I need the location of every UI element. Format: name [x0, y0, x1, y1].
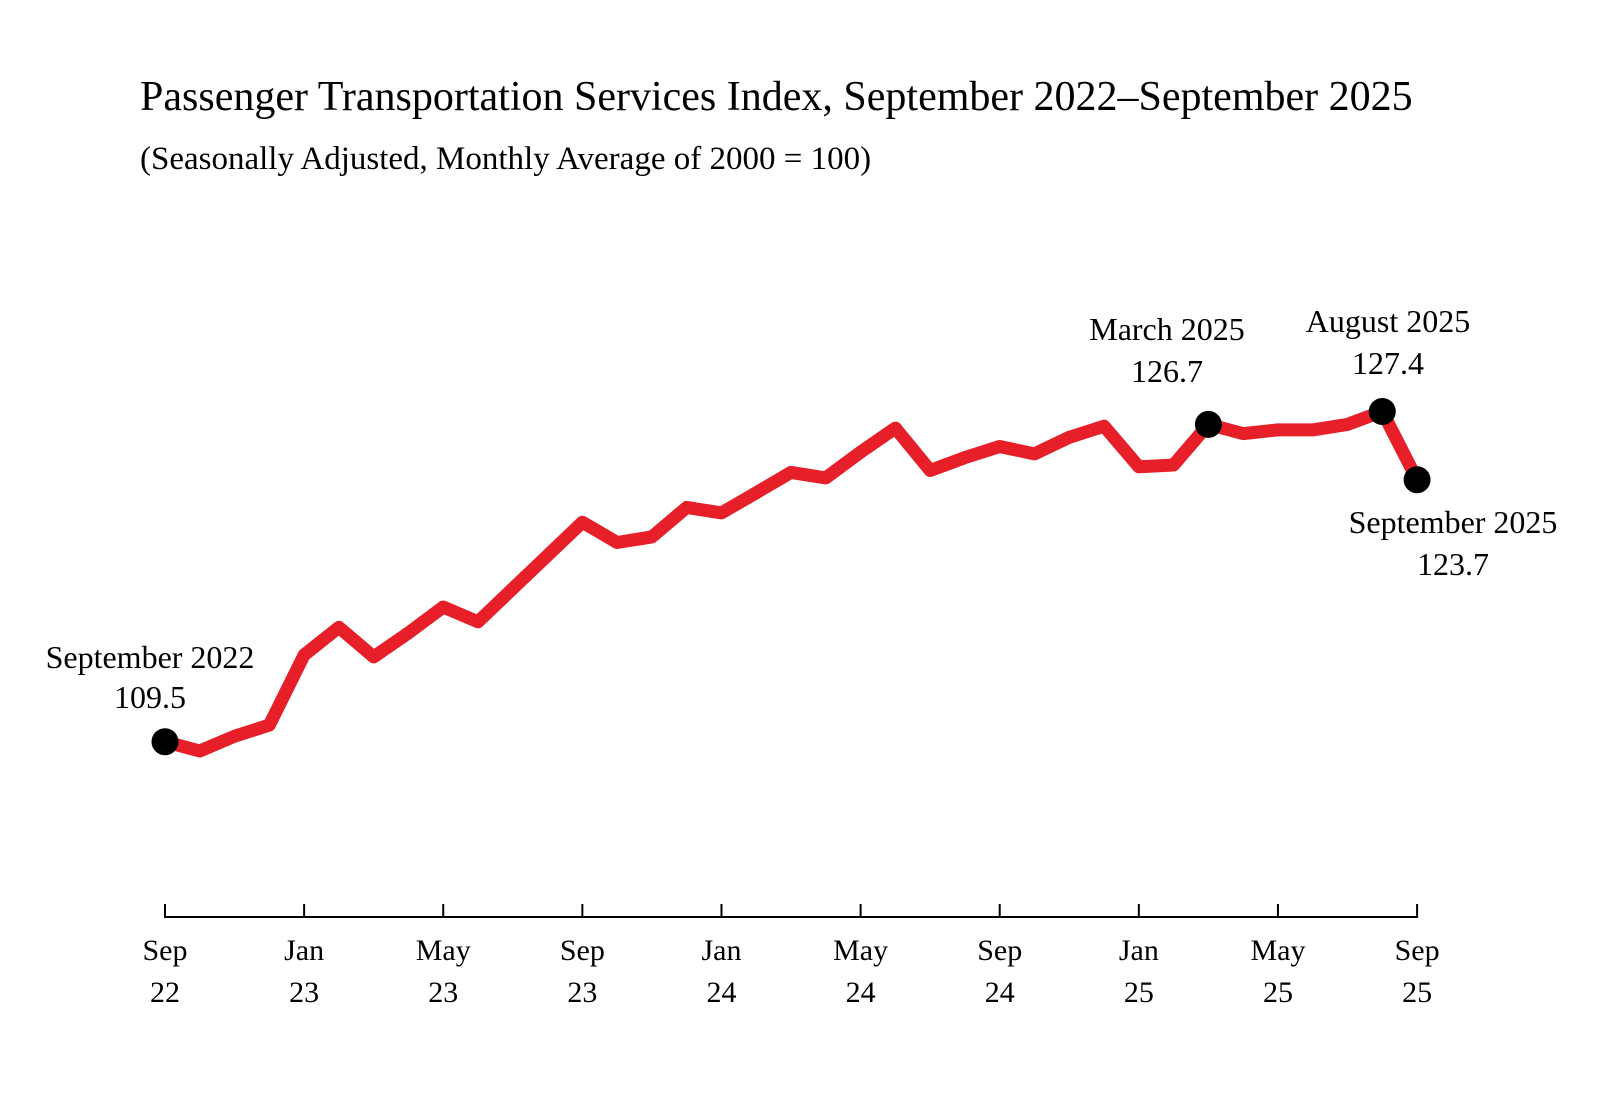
chart-subtitle: (Seasonally Adjusted, Monthly Average of…	[140, 141, 872, 177]
annotation-value-sep-2025: 123.7	[1417, 546, 1489, 582]
annotation-value-aug-2025: 127.4	[1352, 345, 1424, 381]
x-axis-tick-label-year-6: 24	[985, 976, 1015, 1009]
chart-title: Passenger Transportation Services Index,…	[140, 74, 1413, 120]
data-point-marker-sep-2025	[1403, 466, 1431, 494]
x-axis-tick-label-month-3: Sep	[560, 934, 605, 967]
x-axis-tick-label-month-0: Sep	[143, 934, 188, 967]
x-axis-tick-label-year-1: 23	[289, 976, 319, 1009]
annotation-label-sep-2022: September 2022	[46, 639, 255, 675]
x-axis-tick-label-year-8: 25	[1263, 976, 1293, 1009]
x-axis-tick-label-year-0: 22	[150, 976, 180, 1009]
x-axis-tick-label-year-7: 25	[1124, 976, 1154, 1009]
annotation-label-mar-2025: March 2025	[1089, 311, 1245, 347]
annotation-value-sep-2022: 109.5	[114, 679, 186, 715]
x-axis-tick-label-month-6: Sep	[977, 934, 1022, 967]
annotation-label-sep-2025: September 2025	[1349, 504, 1558, 540]
x-axis-tick-label-month-9: Sep	[1395, 934, 1440, 967]
x-axis-tick-label-year-3: 23	[567, 976, 597, 1009]
x-axis-tick-label-year-2: 23	[428, 976, 458, 1009]
data-point-marker-sep-2022	[151, 728, 179, 756]
data-point-marker-mar-2025	[1194, 410, 1222, 438]
data-point-marker-aug-2025	[1368, 397, 1396, 425]
x-axis-tick-label-month-4: Jan	[701, 934, 741, 967]
x-axis-tick-label-year-9: 25	[1402, 976, 1432, 1009]
x-axis-tick-label-year-4: 24	[706, 976, 736, 1009]
x-axis-tick-label-month-8: May	[1250, 934, 1305, 967]
x-axis-tick-label-month-7: Jan	[1119, 934, 1159, 967]
annotation-value-mar-2025: 126.7	[1131, 353, 1203, 389]
annotation-label-aug-2025: August 2025	[1306, 303, 1470, 339]
x-axis-tick-label-month-2: May	[416, 934, 471, 967]
tsi-line-series	[158, 405, 1424, 758]
x-axis-tick-label-month-1: Jan	[284, 934, 324, 967]
x-axis-tick-label-month-5: May	[833, 934, 888, 967]
x-axis-tick-label-year-5: 24	[846, 976, 876, 1009]
